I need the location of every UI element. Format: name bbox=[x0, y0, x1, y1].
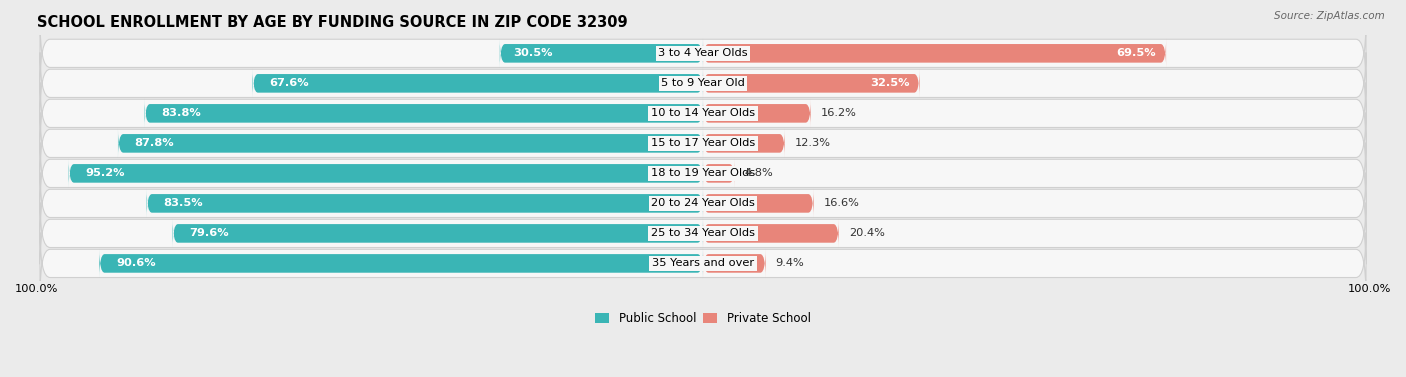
Text: 32.5%: 32.5% bbox=[870, 78, 910, 88]
Text: 25 to 34 Year Olds: 25 to 34 Year Olds bbox=[651, 228, 755, 238]
FancyBboxPatch shape bbox=[39, 112, 1367, 174]
Text: 95.2%: 95.2% bbox=[86, 169, 125, 178]
FancyBboxPatch shape bbox=[499, 38, 703, 68]
FancyBboxPatch shape bbox=[703, 129, 785, 158]
Text: 16.2%: 16.2% bbox=[821, 108, 856, 118]
FancyBboxPatch shape bbox=[703, 69, 920, 98]
FancyBboxPatch shape bbox=[39, 233, 1367, 294]
Text: 20.4%: 20.4% bbox=[849, 228, 884, 238]
Text: 90.6%: 90.6% bbox=[115, 258, 156, 268]
Text: 3 to 4 Year Olds: 3 to 4 Year Olds bbox=[658, 48, 748, 58]
Text: 83.5%: 83.5% bbox=[163, 198, 202, 208]
Text: 12.3%: 12.3% bbox=[794, 138, 831, 149]
FancyBboxPatch shape bbox=[39, 173, 1367, 234]
FancyBboxPatch shape bbox=[146, 188, 703, 218]
Text: 18 to 19 Year Olds: 18 to 19 Year Olds bbox=[651, 169, 755, 178]
FancyBboxPatch shape bbox=[703, 249, 766, 278]
FancyBboxPatch shape bbox=[39, 52, 1367, 114]
Text: 4.8%: 4.8% bbox=[745, 169, 773, 178]
FancyBboxPatch shape bbox=[100, 249, 703, 278]
FancyBboxPatch shape bbox=[173, 219, 703, 248]
FancyBboxPatch shape bbox=[39, 22, 1367, 84]
Text: 20 to 24 Year Olds: 20 to 24 Year Olds bbox=[651, 198, 755, 208]
Text: 9.4%: 9.4% bbox=[776, 258, 804, 268]
Text: 69.5%: 69.5% bbox=[1116, 48, 1156, 58]
FancyBboxPatch shape bbox=[39, 202, 1367, 264]
Text: 10 to 14 Year Olds: 10 to 14 Year Olds bbox=[651, 108, 755, 118]
Text: 79.6%: 79.6% bbox=[190, 228, 229, 238]
FancyBboxPatch shape bbox=[703, 38, 1166, 68]
FancyBboxPatch shape bbox=[69, 159, 703, 188]
FancyBboxPatch shape bbox=[39, 143, 1367, 204]
Text: 35 Years and over: 35 Years and over bbox=[652, 258, 754, 268]
FancyBboxPatch shape bbox=[703, 219, 839, 248]
Text: 83.8%: 83.8% bbox=[162, 108, 201, 118]
Text: 15 to 17 Year Olds: 15 to 17 Year Olds bbox=[651, 138, 755, 149]
FancyBboxPatch shape bbox=[145, 99, 703, 128]
Text: 67.6%: 67.6% bbox=[269, 78, 309, 88]
FancyBboxPatch shape bbox=[39, 83, 1367, 144]
Text: 87.8%: 87.8% bbox=[135, 138, 174, 149]
FancyBboxPatch shape bbox=[253, 69, 703, 98]
Text: Source: ZipAtlas.com: Source: ZipAtlas.com bbox=[1274, 11, 1385, 21]
Text: 30.5%: 30.5% bbox=[513, 48, 553, 58]
Text: 16.6%: 16.6% bbox=[824, 198, 859, 208]
FancyBboxPatch shape bbox=[703, 159, 735, 188]
Legend: Public School, Private School: Public School, Private School bbox=[591, 307, 815, 329]
FancyBboxPatch shape bbox=[703, 99, 811, 128]
FancyBboxPatch shape bbox=[703, 188, 814, 218]
Text: SCHOOL ENROLLMENT BY AGE BY FUNDING SOURCE IN ZIP CODE 32309: SCHOOL ENROLLMENT BY AGE BY FUNDING SOUR… bbox=[37, 15, 627, 30]
Text: 5 to 9 Year Old: 5 to 9 Year Old bbox=[661, 78, 745, 88]
FancyBboxPatch shape bbox=[118, 129, 703, 158]
